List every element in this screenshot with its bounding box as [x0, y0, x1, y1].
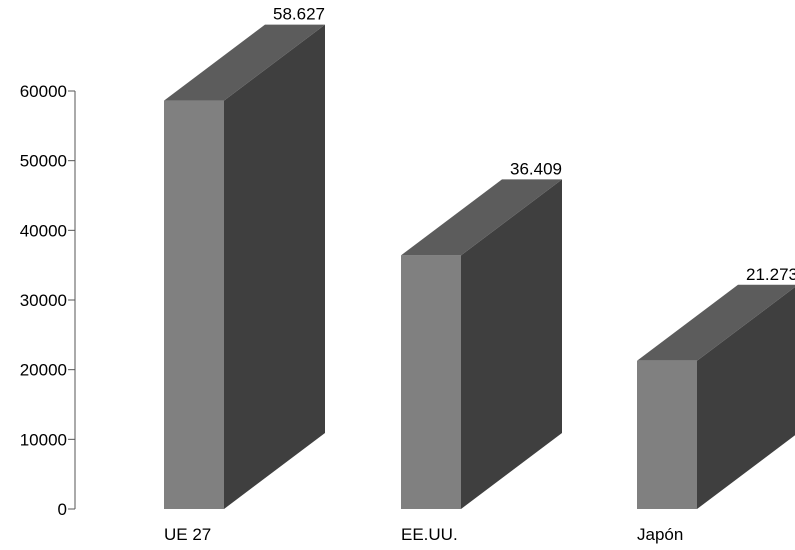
bar-1	[164, 24, 325, 509]
y-tick-label: 40000	[20, 221, 67, 240]
bar-front-face	[401, 255, 461, 509]
x-tick-label: EE.UU.	[401, 525, 458, 544]
data-label: 58.627	[273, 5, 325, 24]
data-label: 36.409	[510, 159, 562, 178]
y-tick-label: 20000	[20, 361, 67, 380]
bar-front-face	[637, 360, 697, 509]
data-label: 21.273	[746, 265, 795, 284]
bars-group	[164, 24, 795, 509]
x-tick-label: UE 27	[164, 525, 211, 544]
labels-group: 58.627 UE 27 36.409 EE.UU. 21.273 Japón	[164, 5, 795, 544]
bar-top-face	[637, 284, 795, 361]
bar-side-face	[461, 179, 562, 509]
y-axis: 0 10000 20000 30000 40000 50000 60000	[20, 82, 76, 519]
y-tick-label: 0	[58, 500, 67, 519]
bar-front-face	[164, 100, 224, 509]
bar-side-face	[224, 24, 325, 509]
y-tick-label: 60000	[20, 82, 67, 101]
y-tick-label: 50000	[20, 152, 67, 171]
bar-top-face	[401, 179, 562, 256]
bar-side-face	[697, 287, 795, 509]
bar-3	[637, 284, 795, 509]
y-tick-label: 30000	[20, 291, 67, 310]
y-tick-label: 10000	[20, 430, 67, 449]
x-tick-label: Japón	[637, 525, 683, 544]
bar-top-face	[164, 24, 325, 101]
bar-2	[401, 179, 562, 509]
